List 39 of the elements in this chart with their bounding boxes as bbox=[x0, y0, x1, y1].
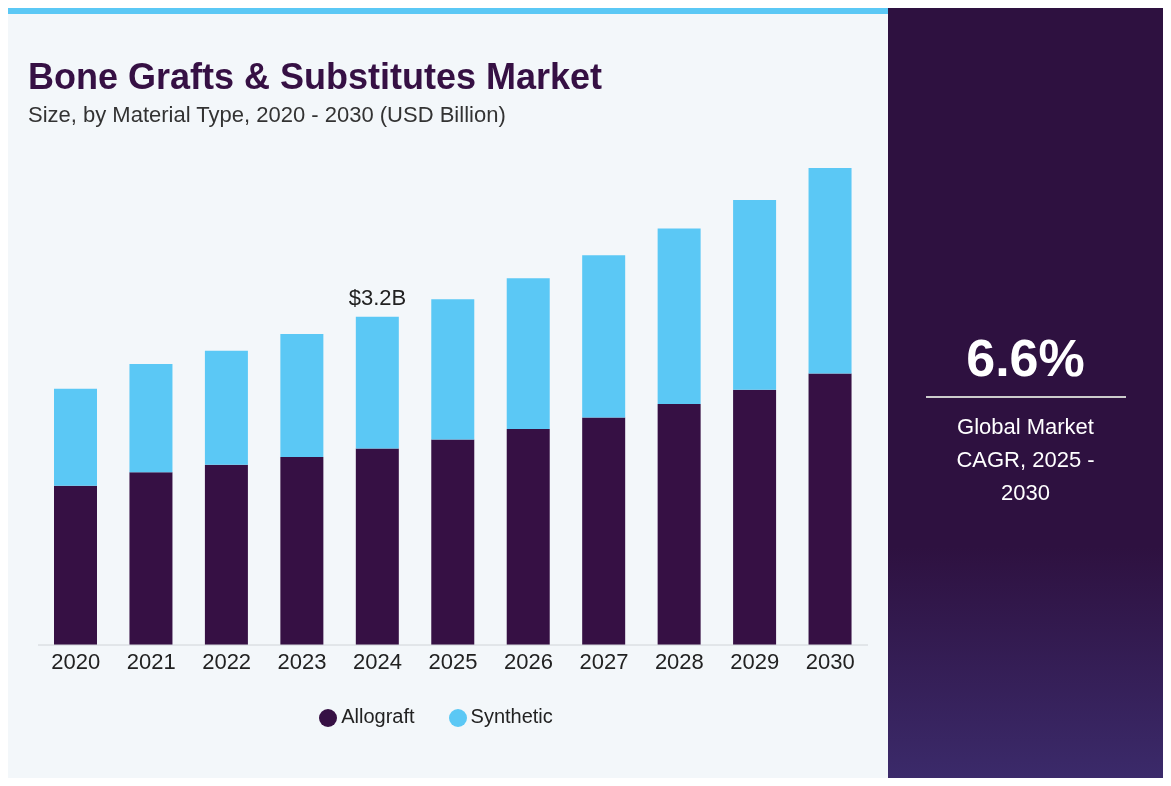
bar bbox=[204, 350, 248, 465]
bar bbox=[54, 388, 97, 486]
chart-title: Bone Grafts & Substitutes Market bbox=[28, 56, 604, 98]
x-tick-label: 2023 bbox=[277, 648, 327, 674]
bar bbox=[808, 373, 852, 645]
bar bbox=[506, 278, 550, 429]
bar bbox=[582, 417, 626, 645]
x-tick-label: 2020 bbox=[51, 648, 101, 674]
x-tick-label: 2021 bbox=[126, 648, 176, 674]
bar bbox=[280, 457, 324, 645]
x-tick-label: 2030 bbox=[805, 648, 855, 674]
bar bbox=[733, 389, 777, 645]
bar bbox=[355, 448, 399, 645]
legend-label: Allograft bbox=[341, 705, 415, 727]
bar bbox=[355, 316, 399, 449]
bar bbox=[657, 404, 701, 645]
bar bbox=[129, 472, 173, 645]
x-tick-label: 2024 bbox=[353, 648, 403, 674]
x-tick-label: 2026 bbox=[503, 648, 553, 674]
bar bbox=[204, 464, 248, 645]
bar bbox=[431, 299, 475, 440]
bar bbox=[129, 364, 173, 473]
x-tick-label: 2022 bbox=[202, 648, 252, 674]
bar bbox=[431, 439, 475, 645]
bar bbox=[657, 228, 701, 405]
bar bbox=[280, 334, 324, 458]
bar bbox=[582, 255, 626, 418]
x-tick-label: 2025 bbox=[428, 648, 478, 674]
bar bbox=[808, 168, 852, 374]
bar bbox=[506, 428, 550, 645]
x-tick-label: 2027 bbox=[579, 648, 629, 674]
x-tick-label: 2029 bbox=[730, 648, 780, 674]
bar bbox=[54, 485, 97, 645]
chart-subtitle: Size, by Material Type, 2020 - 2030 (USD Billion) bbox=[28, 102, 507, 128]
bar bbox=[733, 199, 777, 390]
legend-label: Synthetic bbox=[470, 705, 553, 727]
x-tick-label: 2028 bbox=[654, 648, 704, 674]
side-panel: 6.6% Global Market CAGR, 2025 - 2030 bbox=[888, 8, 1163, 778]
annotation: $3.2B bbox=[348, 284, 407, 310]
